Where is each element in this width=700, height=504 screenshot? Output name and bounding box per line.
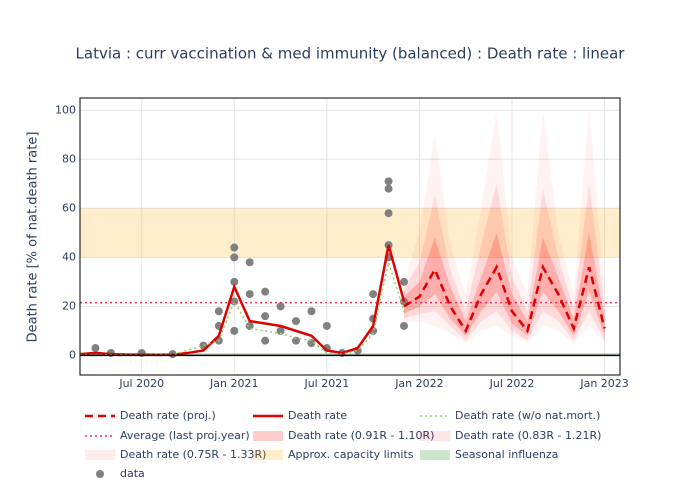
legend-item[interactable]: Death rate (0.91R - 1.10R)	[253, 429, 434, 442]
y-tick-label: 60	[62, 201, 76, 214]
data-point	[230, 243, 239, 252]
legend-swatch	[253, 450, 283, 460]
legend-swatch	[420, 431, 450, 441]
band-area	[404, 110, 605, 344]
x-tick-label: Jul 2021	[303, 377, 349, 390]
x-tick-label: Jan 2022	[394, 377, 443, 390]
data-point	[245, 258, 254, 267]
y-tick-label: 20	[62, 299, 76, 312]
chart-title: Latvia : curr vaccination & med immunity…	[76, 45, 626, 63]
data-point	[292, 336, 300, 345]
legend-swatch	[85, 450, 115, 460]
data-point	[384, 177, 393, 186]
legend-item[interactable]: Death rate (proj.)	[85, 409, 216, 422]
data-point	[400, 321, 408, 330]
data-point	[230, 277, 239, 286]
data-point	[276, 302, 285, 311]
data-point	[369, 290, 378, 299]
data-point	[91, 344, 100, 353]
band	[80, 352, 620, 356]
legend-label: Death rate (0.91R - 1.10R)	[288, 429, 434, 442]
y-tick-label: 0	[69, 348, 76, 361]
y-tick-label: 100	[55, 103, 76, 116]
band	[80, 208, 620, 258]
legend-item[interactable]: Death rate (0.83R - 1.21R)	[420, 429, 601, 442]
data-point	[261, 336, 270, 345]
legend-label: Death rate (proj.)	[120, 409, 216, 422]
data-point	[245, 290, 254, 299]
band-area	[404, 232, 605, 336]
legend-item[interactable]: data	[96, 467, 145, 480]
y-tick-label: 80	[62, 152, 76, 165]
data-point	[261, 287, 270, 296]
legend-label: Average (last proj.year)	[120, 429, 250, 442]
data-point	[230, 253, 239, 262]
data-point	[292, 317, 300, 326]
legend-item[interactable]: Death rate	[253, 409, 347, 422]
data-point	[214, 307, 223, 316]
y-axis-label: Death rate [% of nat.death rate]	[26, 132, 41, 343]
data-point	[230, 326, 239, 335]
legend-label: Death rate (0.83R - 1.21R)	[455, 429, 601, 442]
legend-label: Death rate (0.75R - 1.33R)	[120, 448, 266, 461]
plot-area	[80, 110, 620, 359]
legend-label: Seasonal influenza	[455, 448, 558, 461]
x-tick-label: Jul 2022	[489, 377, 535, 390]
legend-label: Approx. capacity limits	[288, 448, 414, 461]
data-point	[322, 321, 331, 330]
x-tick-label: Jan 2023	[579, 377, 628, 390]
legend-item[interactable]: Death rate (0.75R - 1.33R)	[85, 448, 266, 461]
legend-item[interactable]: Approx. capacity limits	[253, 448, 414, 461]
line	[403, 263, 606, 334]
data-point	[384, 184, 393, 193]
y-tick-label: 40	[62, 250, 76, 263]
line	[80, 244, 406, 357]
legend-swatch	[253, 431, 283, 441]
data-point	[400, 277, 408, 286]
line	[80, 259, 420, 356]
legend-label: Death rate	[288, 409, 347, 422]
legend-item[interactable]: Average (last proj.year)	[85, 429, 250, 442]
legend-swatch	[420, 450, 450, 460]
x-tick-label: Jul 2020	[118, 377, 164, 390]
data-point	[276, 326, 285, 335]
legend-label: data	[120, 467, 145, 480]
band-area	[404, 183, 605, 341]
legend-item[interactable]: Seasonal influenza	[420, 448, 558, 461]
legend-swatch	[96, 470, 104, 478]
data-point	[384, 209, 393, 218]
data-point	[307, 339, 316, 348]
legend-item[interactable]: Death rate (w/o nat.mort.)	[420, 409, 600, 422]
data-point	[245, 321, 254, 330]
plot-frame	[79, 97, 621, 376]
x-tick-label: Jan 2021	[209, 377, 258, 390]
legend-label: Death rate (w/o nat.mort.)	[455, 409, 600, 422]
data-point	[261, 312, 270, 321]
data-point	[307, 307, 316, 316]
